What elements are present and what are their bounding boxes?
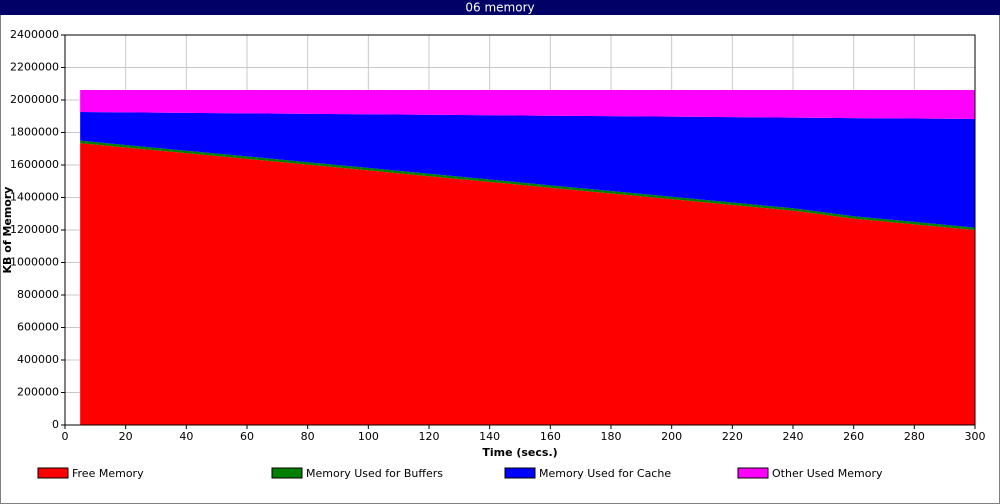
legend-label: Free Memory [72,467,144,480]
legend-label: Memory Used for Buffers [306,467,443,480]
area [80,90,975,120]
x-tick-label: 220 [722,430,743,443]
y-tick-label: 200000 [17,386,59,399]
legend-swatch [504,467,536,479]
x-tick-label: 180 [601,430,622,443]
y-tick-label: 1000000 [10,256,59,269]
area [80,112,975,228]
x-tick-label: 80 [301,430,315,443]
y-tick-label: 1600000 [10,158,59,171]
x-tick-label: 160 [540,430,561,443]
y-tick-label: 2000000 [10,93,59,106]
area [80,143,975,425]
areas [80,90,975,425]
x-tick-label: 260 [843,430,864,443]
legend-swatch [37,467,69,479]
y-tick-label: 1400000 [10,191,59,204]
y-tick-label: 1200000 [10,223,59,236]
title-bar [0,0,1000,15]
legend-swatch [737,467,769,479]
x-tick-label: 120 [419,430,440,443]
chart-title: 06 memory [465,1,534,15]
x-tick-label: 40 [179,430,193,443]
x-tick-label: 100 [358,430,379,443]
y-tick-label: 2400000 [10,28,59,41]
x-tick-label: 60 [240,430,254,443]
x-tick-label: 0 [62,430,69,443]
area [80,140,975,230]
y-tick-label: 400000 [17,353,59,366]
x-tick-label: 240 [783,430,804,443]
y-tick-label: 800000 [17,288,59,301]
y-tick-label: 0 [52,418,59,431]
x-tick-label: 20 [119,430,133,443]
y-axis-title: KB of Memory [1,187,14,274]
x-tick-label: 200 [661,430,682,443]
y-tick-label: 1800000 [10,126,59,139]
legend-label: Other Used Memory [772,467,883,480]
x-tick-label: 300 [965,430,986,443]
y-tick-label: 2200000 [10,61,59,74]
legend-swatch [271,467,303,479]
y-tick-label: 600000 [17,321,59,334]
legend-label: Memory Used for Cache [539,467,671,480]
x-tick-label: 280 [904,430,925,443]
x-tick-label: 140 [479,430,500,443]
x-axis-title: Time (secs.) [482,446,557,459]
